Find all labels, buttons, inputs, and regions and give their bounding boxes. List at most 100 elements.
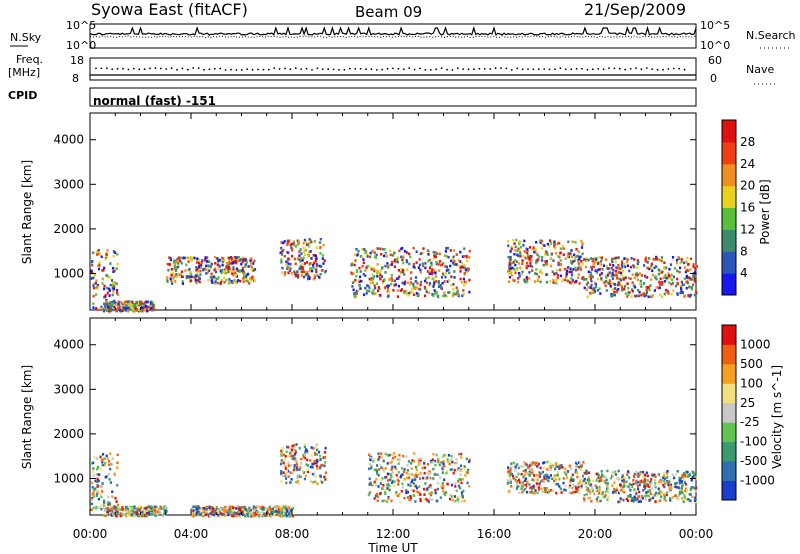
echo-cell [645,482,648,486]
echo-cell [424,262,427,265]
echo-cell [95,293,98,296]
echo-cell [659,475,662,479]
echo-cell [236,514,239,518]
echo-cell [117,307,120,310]
echo-cell [605,478,608,482]
echo-cell [398,458,401,461]
echo-cell [637,289,640,292]
echo-cell [653,289,656,292]
echo-cell [442,485,445,488]
echo-cell [592,258,595,261]
echo-cell [650,265,653,268]
echo-cell [626,473,629,476]
echo-cell [226,508,229,512]
echo-cell [575,487,578,490]
freq-point [289,68,292,71]
echo-cell [103,514,106,517]
echo-cell [324,471,327,475]
freq-point [181,67,184,70]
echo-cell [279,508,282,511]
echo-cell [203,259,206,262]
echo-cell [457,480,460,483]
echo-cell [413,287,416,290]
echo-cell [236,511,239,514]
echo-cell [371,281,374,285]
y-tick-label: 1000 [53,266,84,280]
echo-cell [589,483,592,487]
echo-cell [622,498,625,502]
echo-cell [515,480,518,483]
echo-cell [355,289,359,293]
echo-cell [639,471,642,474]
echo-cell [114,267,117,270]
echo-cell [425,477,428,480]
echo-cell [643,487,647,490]
echo-cell [655,257,658,261]
echo-cell [690,479,693,482]
echo-cell [282,514,285,517]
echo-cell [455,458,458,461]
echo-cell [539,269,542,272]
echo-cell [462,266,465,269]
echo-cell [122,302,125,306]
echo-cell [444,453,447,457]
echo-cell [217,263,220,267]
echo-cell [300,252,303,255]
echo-cell [247,514,250,518]
echo-cell [116,461,119,465]
echo-cell [520,273,523,276]
echo-cell [382,469,385,472]
echo-cell [99,485,102,488]
echo-cell [574,468,578,472]
echo-cell [616,486,619,490]
echo-cell [115,507,118,511]
freq-point [300,68,303,70]
echo-cell [612,489,615,492]
echo-cell [377,271,380,275]
echo-cell [538,475,541,478]
echo-cell [554,247,557,250]
echo-cell [90,502,93,506]
freq-point [424,69,427,71]
echo-cell [613,257,616,260]
echo-cell [108,310,111,313]
freq-point [451,69,454,71]
echo-cell [432,452,435,456]
echo-cell [175,260,178,264]
echo-cell [382,247,385,251]
echo-cell [250,268,253,271]
x-tick-label: 20:00 [578,527,613,541]
echo-cell [624,476,627,479]
echo-cell [528,271,531,274]
freq-point [294,67,297,70]
echo-cell [323,464,326,468]
echo-cell [191,511,194,514]
echo-cell [531,471,534,475]
echo-cell [635,271,638,275]
echo-cell [646,261,649,264]
echo-cell [219,269,222,273]
echo-cell [400,255,403,259]
echo-cell [109,308,112,312]
echo-cell [305,448,308,451]
echo-cell [107,503,110,506]
echo-cell [240,262,243,266]
echo-cell [672,289,675,292]
echo-cell [631,496,634,500]
echo-cell [406,490,409,494]
echo-cell [552,279,555,282]
echo-cell [576,267,580,271]
echo-cell [251,514,254,518]
echo-cell [650,266,653,270]
echo-cell [170,279,173,282]
echo-cell [168,256,171,259]
echo-cell [585,493,588,496]
echo-cell [507,470,510,474]
echo-cell [281,446,284,450]
echo-cell [619,490,622,493]
echo-cell [531,468,534,472]
echo-cell [453,270,456,273]
echo-cell [132,509,135,513]
freq-point [510,69,513,71]
echo-cell [515,238,518,242]
